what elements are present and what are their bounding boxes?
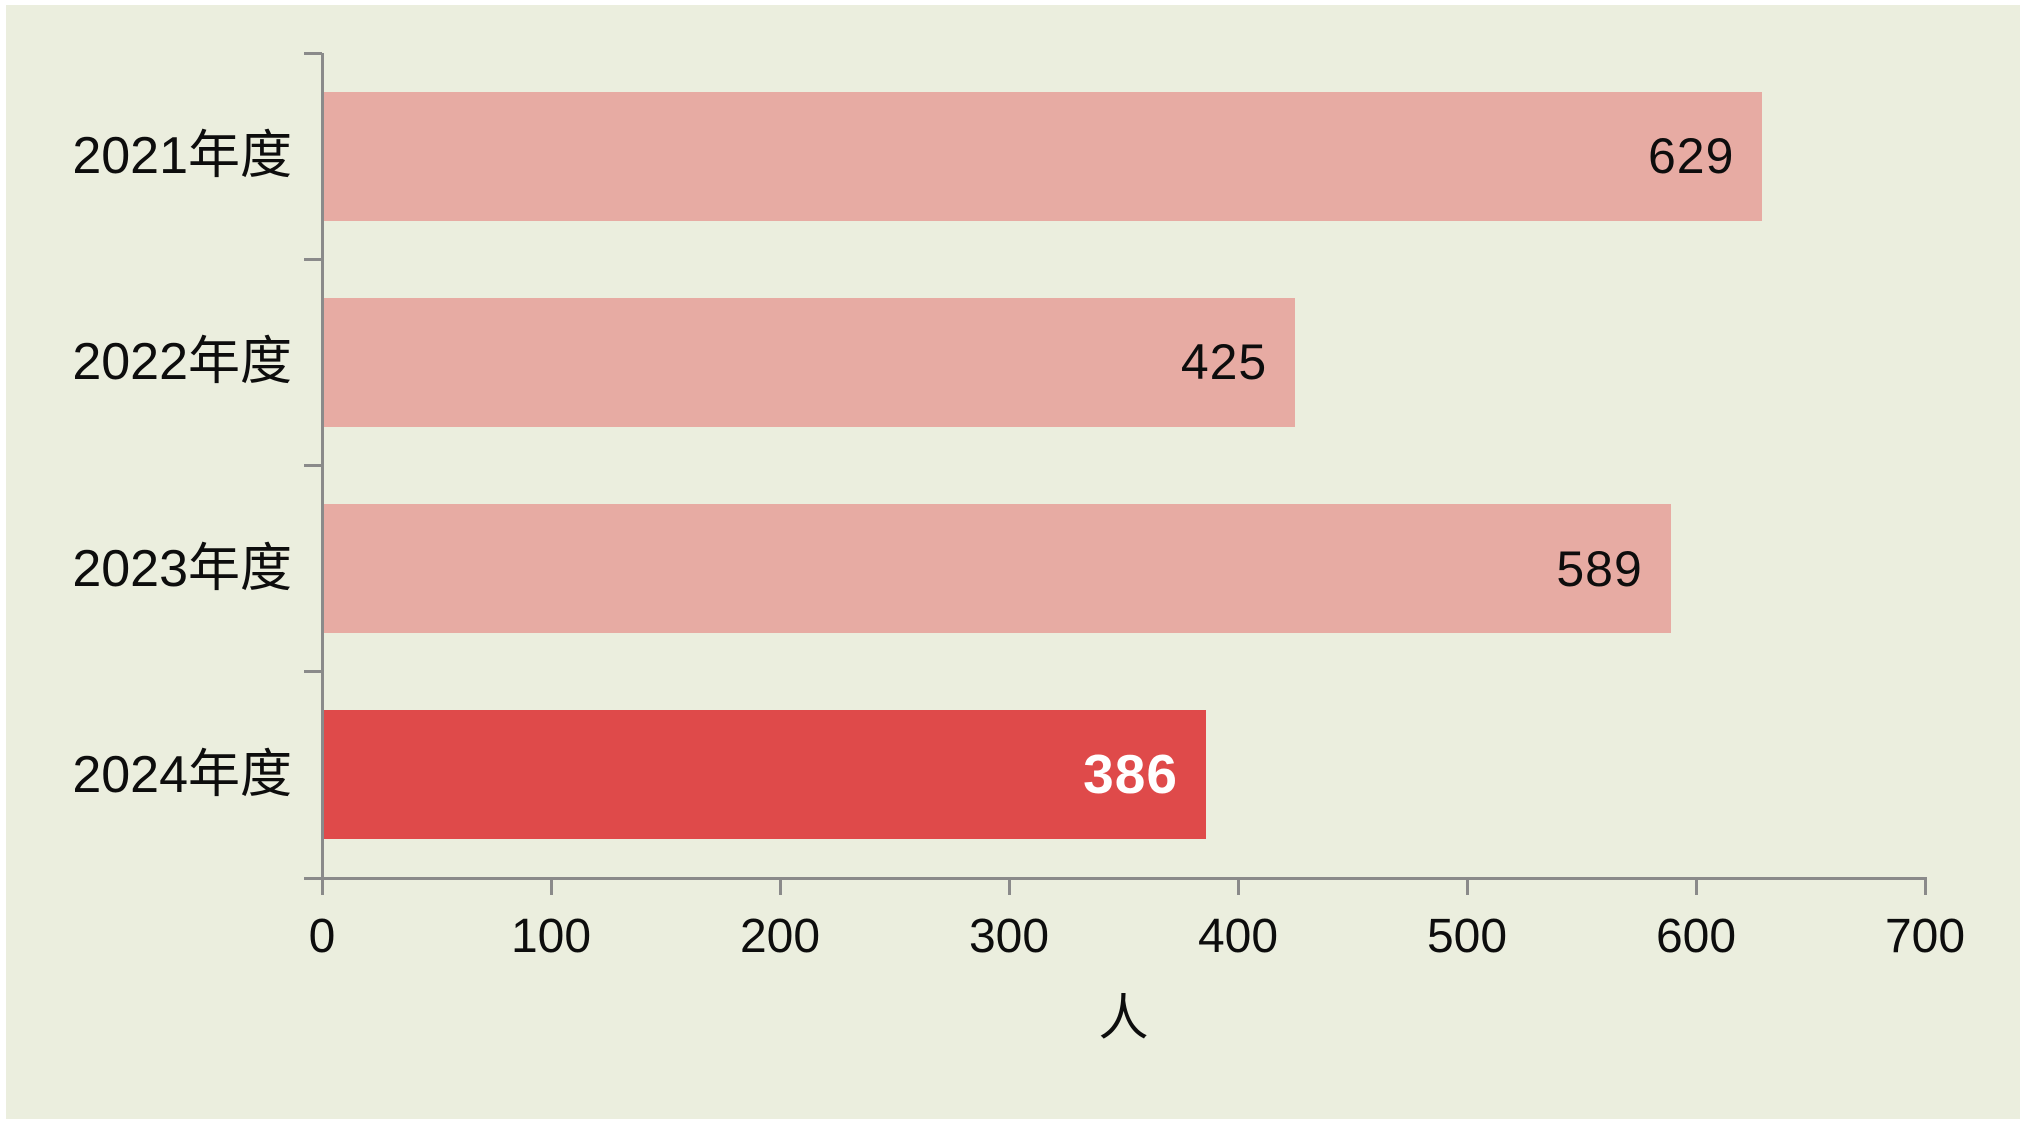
y-tick-mark <box>304 51 322 55</box>
y-tick-mark <box>304 670 322 674</box>
x-tick-label-500: 500 <box>1426 910 1508 963</box>
bar-2022年度: 425 <box>322 297 1296 427</box>
x-tick-label-600: 600 <box>1655 910 1737 963</box>
x-tick-label-100: 100 <box>510 910 592 963</box>
x-axis-line <box>320 876 1927 880</box>
category-label-2023年度: 2023年度 <box>72 539 292 598</box>
x-axis-unit-label: 人 <box>1098 990 1149 1046</box>
x-tick-mark <box>778 878 782 895</box>
x-tick-mark <box>1007 878 1011 895</box>
y-tick-mark <box>304 876 322 880</box>
bar-2023年度: 589 <box>322 504 1671 634</box>
value-label-2024年度: 386 <box>1083 743 1178 806</box>
y-tick-mark <box>304 464 322 467</box>
x-tick-label-400: 400 <box>1197 910 1279 963</box>
value-label-2021年度: 629 <box>1647 128 1735 185</box>
x-tick-label-200: 200 <box>739 910 821 963</box>
x-tick-mark <box>320 878 324 895</box>
category-label-2024年度: 2024年度 <box>72 745 292 804</box>
x-tick-mark <box>1465 878 1469 895</box>
x-tick-mark <box>1923 878 1927 895</box>
x-tick-mark <box>1694 878 1698 895</box>
x-tick-label-0: 0 <box>308 910 336 963</box>
y-axis-line <box>320 53 324 878</box>
value-label-2023年度: 589 <box>1556 540 1643 597</box>
y-tick-mark <box>304 257 322 261</box>
bar-2024年度: 386 <box>322 710 1206 840</box>
x-tick-label-700: 700 <box>1884 910 1966 963</box>
category-label-2021年度: 2021年度 <box>72 127 292 186</box>
x-tick-mark <box>549 878 553 895</box>
x-tick-label-300: 300 <box>968 910 1050 963</box>
x-tick-mark <box>1236 878 1240 895</box>
value-label-2022年度: 425 <box>1180 334 1268 391</box>
bar-2021年度: 629 <box>322 91 1763 221</box>
category-label-2022年度: 2022年度 <box>72 333 292 392</box>
